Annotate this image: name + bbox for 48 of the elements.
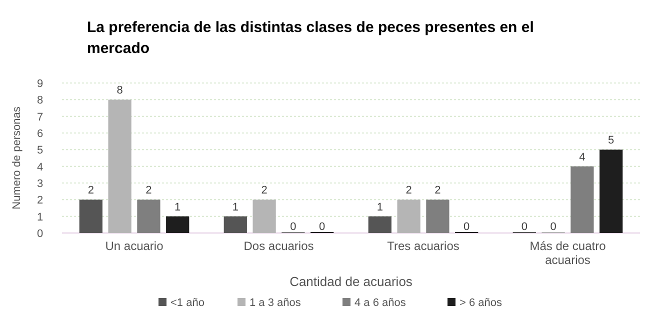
x-tick-label: Un acuario	[105, 239, 164, 253]
bar	[108, 100, 132, 233]
bar	[600, 150, 623, 233]
data-label: 2	[88, 184, 94, 197]
bar	[252, 200, 276, 233]
y-tick-label: 3	[36, 178, 44, 190]
data-label: 2	[261, 184, 268, 197]
data-label: 0	[319, 221, 326, 233]
data-label: 5	[608, 134, 614, 147]
y-tick-label: 6	[36, 128, 44, 140]
bar	[166, 216, 190, 233]
x-tick-label: Dos acuarios	[244, 239, 314, 253]
y-tick-label: 9	[36, 78, 44, 90]
legend-label: > 6 años	[460, 297, 503, 309]
x-axis-title: Cantidad de acuarios	[290, 274, 413, 289]
data-label: 2	[434, 184, 441, 197]
x-tick-label: Más de cuatro acuarios	[530, 239, 606, 267]
legend-label: 4 a 6 años	[354, 297, 406, 309]
data-label: 2	[146, 184, 152, 197]
y-tick-label: 2	[36, 194, 44, 207]
legend-label: 1 a 3 años	[250, 297, 302, 309]
bar	[224, 216, 247, 233]
bar	[397, 200, 420, 233]
data-label: 8	[116, 84, 123, 97]
data-label: 0	[550, 221, 556, 233]
bar	[426, 200, 450, 233]
y-tick-label: 5	[36, 144, 44, 157]
data-label: 0	[464, 221, 470, 233]
data-label: 0	[290, 221, 296, 233]
bar	[79, 200, 102, 233]
y-tick-label: 0	[36, 228, 44, 240]
y-tick-label: 8	[36, 94, 44, 107]
data-label: 1	[232, 201, 238, 214]
data-label: 1	[376, 201, 383, 214]
y-tick-label: 7	[36, 111, 44, 124]
bar	[570, 166, 594, 233]
x-tick-label: Tres acuarios	[387, 239, 460, 253]
chart-title: La preferencia de las distintas clases de peces presentes en el mercado	[87, 19, 534, 57]
legend-label: <1 año	[170, 297, 204, 309]
data-label: 4	[579, 151, 586, 164]
y-tick-label: 1	[36, 211, 44, 224]
y-tick-label: 4	[36, 161, 44, 174]
y-axis-title: Numero de personas	[11, 106, 23, 210]
data-label: 1	[174, 201, 181, 214]
data-label: 0	[521, 221, 528, 233]
data-label: 2	[406, 184, 412, 197]
bar	[368, 216, 392, 233]
bar	[137, 200, 160, 233]
